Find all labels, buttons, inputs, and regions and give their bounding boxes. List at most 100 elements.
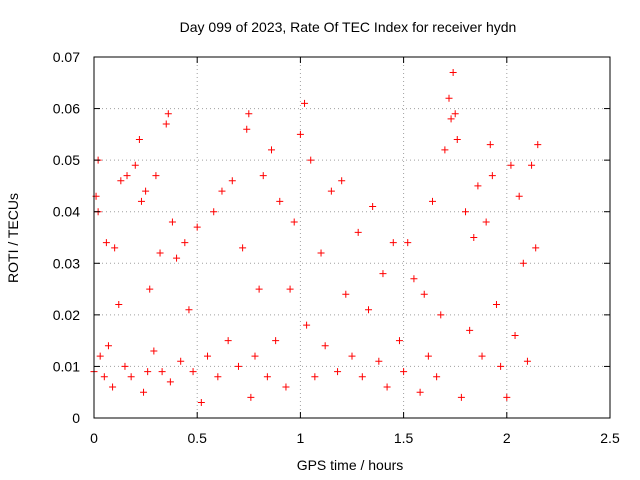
data-point	[189, 368, 197, 376]
data-point	[251, 352, 259, 360]
scatter-points	[90, 68, 542, 407]
data-point	[173, 254, 181, 262]
data-point	[115, 301, 123, 309]
data-point	[410, 275, 418, 283]
data-point	[433, 373, 441, 381]
data-point	[137, 197, 145, 205]
data-point	[317, 249, 325, 257]
data-point	[528, 161, 536, 169]
data-point	[224, 337, 232, 345]
data-point	[462, 208, 470, 216]
data-point	[515, 192, 523, 200]
x-tick-label: 1	[297, 430, 305, 446]
data-point	[523, 357, 531, 365]
data-point	[365, 306, 373, 314]
data-point	[164, 110, 172, 118]
data-point	[416, 388, 424, 396]
data-point	[532, 244, 540, 252]
data-point	[168, 218, 176, 226]
data-point	[379, 270, 387, 278]
x-tick-labels: 0 0.5 1 1.5 2 2.5	[90, 430, 620, 446]
data-point	[358, 373, 366, 381]
data-point	[497, 362, 505, 370]
x-tick-label: 2	[503, 430, 511, 446]
data-point	[131, 161, 139, 169]
data-point	[247, 393, 255, 401]
data-point	[303, 321, 311, 329]
data-point	[420, 290, 428, 298]
data-point	[507, 161, 515, 169]
data-point	[268, 146, 276, 154]
data-point	[142, 187, 150, 195]
y-tick-label: 0	[72, 410, 80, 426]
data-point	[395, 337, 403, 345]
data-point	[135, 136, 143, 144]
data-point	[102, 239, 110, 247]
data-point	[272, 337, 280, 345]
data-point	[334, 368, 342, 376]
y-tick-label: 0.02	[53, 307, 80, 323]
data-point	[486, 141, 494, 149]
data-point	[210, 208, 218, 216]
y-tick-label: 0.05	[53, 152, 80, 168]
data-point	[156, 249, 164, 257]
data-point	[453, 136, 461, 144]
data-point	[342, 290, 350, 298]
data-point	[447, 115, 455, 123]
grid-lines	[94, 57, 610, 418]
data-point	[400, 368, 408, 376]
data-point	[301, 99, 309, 107]
data-point	[100, 373, 108, 381]
x-tick-label: 0.5	[187, 430, 207, 446]
data-point	[369, 203, 377, 211]
data-point	[104, 342, 112, 350]
data-point	[286, 285, 294, 293]
data-point	[519, 259, 527, 267]
data-point	[204, 352, 212, 360]
data-point	[307, 156, 315, 164]
data-point	[511, 331, 519, 339]
data-point	[197, 399, 205, 407]
data-point	[445, 94, 453, 102]
data-point	[259, 172, 267, 180]
x-tick-label: 1.5	[394, 430, 414, 446]
data-point	[404, 239, 412, 247]
data-point	[255, 285, 263, 293]
data-point	[457, 393, 465, 401]
data-point	[437, 311, 445, 319]
y-tick-labels: 0 0.01 0.02 0.03 0.04 0.05 0.06 0.07	[53, 49, 80, 426]
axis-ticks	[93, 56, 611, 419]
data-point	[311, 373, 319, 381]
data-point	[348, 352, 356, 360]
data-point	[218, 187, 226, 195]
data-point	[482, 218, 490, 226]
data-point	[354, 228, 362, 236]
data-point	[214, 373, 222, 381]
data-point	[181, 239, 189, 247]
data-point	[152, 172, 160, 180]
data-point	[424, 352, 432, 360]
data-point	[117, 177, 125, 185]
data-point	[166, 378, 174, 386]
data-point	[263, 373, 271, 381]
data-point	[243, 125, 251, 133]
data-point	[375, 357, 383, 365]
data-point	[144, 368, 152, 376]
data-point	[245, 110, 253, 118]
data-point	[140, 388, 148, 396]
data-point	[111, 244, 119, 252]
data-point	[428, 197, 436, 205]
data-point	[488, 172, 496, 180]
data-point	[441, 146, 449, 154]
data-point	[338, 177, 346, 185]
data-point	[146, 285, 154, 293]
y-axis-label: ROTI / TECUs	[5, 193, 21, 283]
data-point	[321, 342, 329, 350]
data-point	[193, 223, 201, 231]
data-point	[96, 352, 104, 360]
y-tick-label: 0.04	[53, 204, 80, 220]
data-point	[121, 362, 129, 370]
data-point	[449, 68, 457, 76]
data-point	[276, 197, 284, 205]
